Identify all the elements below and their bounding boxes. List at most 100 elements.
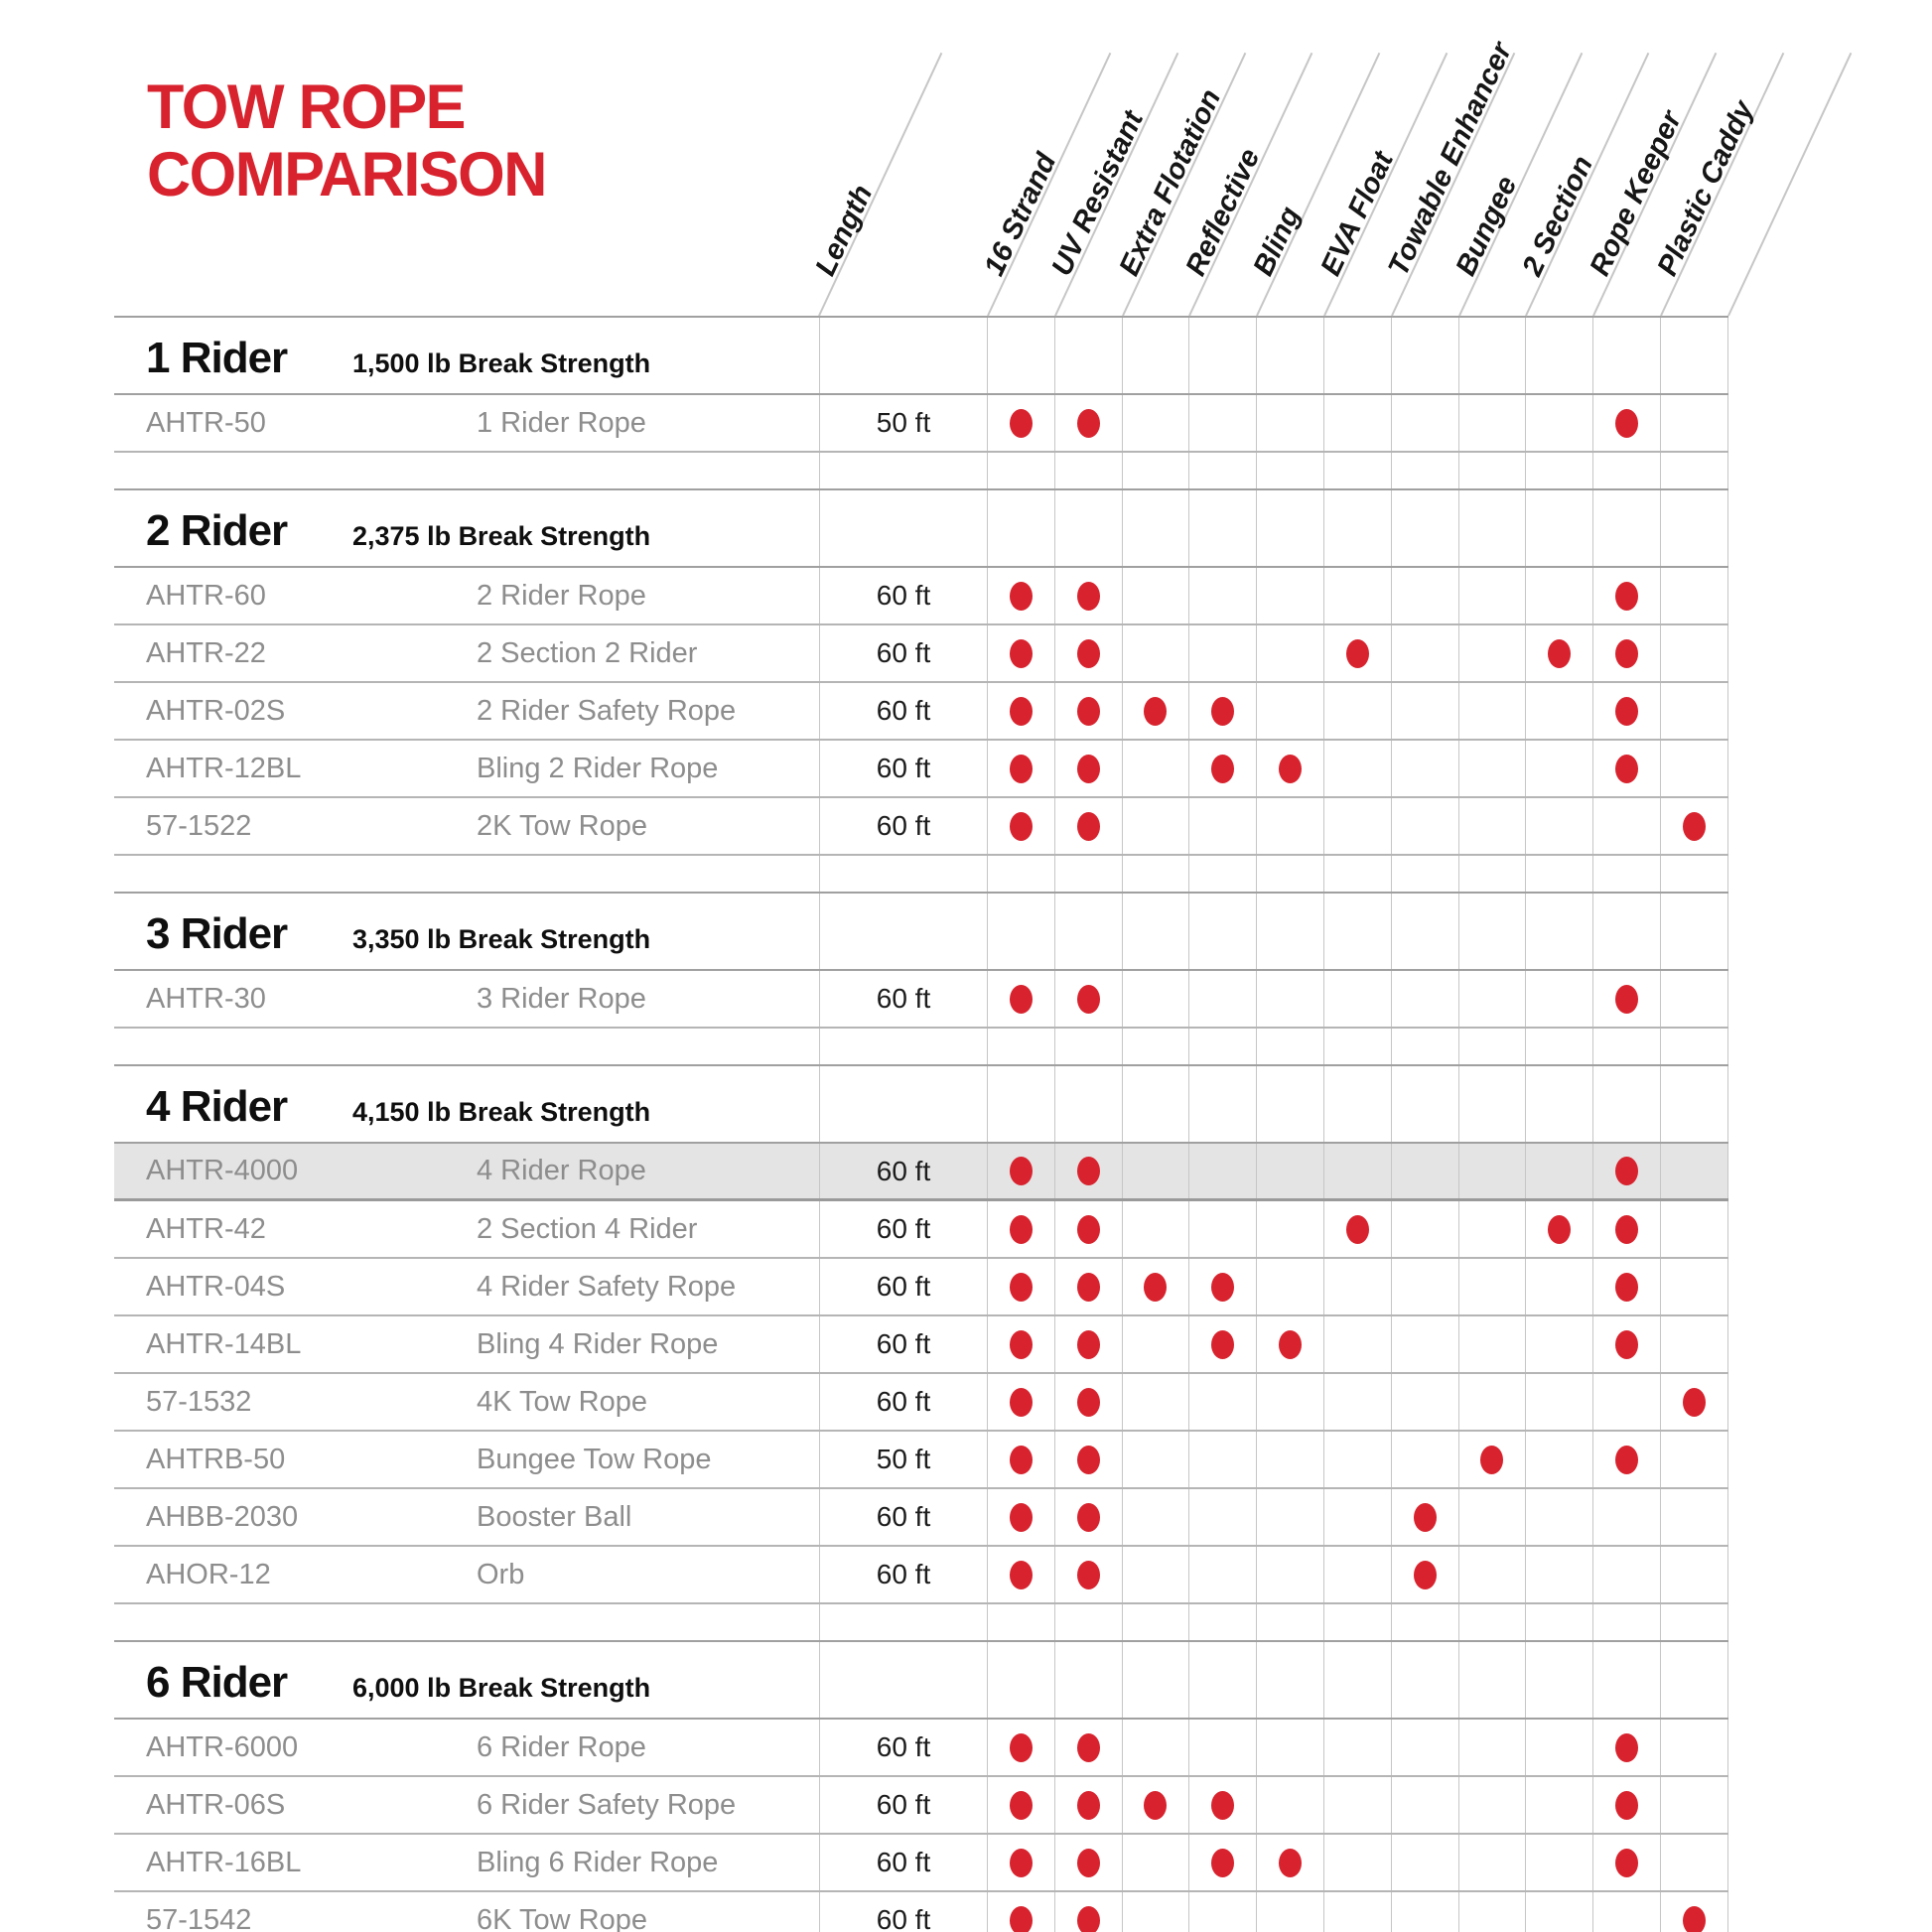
- feature-cell-plastic-caddy: [1661, 1489, 1728, 1545]
- section-spacer-row: [114, 453, 1728, 488]
- feature-cell-rope-keeper: [1593, 1316, 1661, 1372]
- feature-dot: [1615, 408, 1639, 438]
- section-header-row-4-rider: 4 Rider 4,150 lb Break Strength: [114, 1064, 1728, 1144]
- feature-cell-bling: [1257, 1489, 1324, 1545]
- product-code-cell: AHBB-2030: [114, 1489, 472, 1545]
- feature-cell-towable-enhancer: [1392, 625, 1459, 681]
- feature-cell-eva-float: [1324, 1720, 1392, 1775]
- feature-cell-extra-flotation: [1123, 741, 1190, 796]
- feature-cell-bling: [1257, 1374, 1324, 1430]
- feature-cell-16-strand: [988, 1066, 1055, 1142]
- feature-cell-2-section: [1526, 1892, 1594, 1932]
- table-row-ahtr-12bl: AHTR-12BL Bling 2 Rider Rope 60 ft: [114, 741, 1728, 798]
- product-name-cell: Bling 2 Rider Rope: [472, 741, 819, 796]
- feature-cell-eva-float: [1324, 1259, 1392, 1314]
- feature-cell-2-section: [1526, 1029, 1594, 1064]
- feature-cell-uv-resistant: [1055, 741, 1123, 796]
- product-name: 6 Rider Rope: [477, 1730, 646, 1763]
- feature-cell-extra-flotation: [1123, 1259, 1190, 1314]
- product-name-cell: Bling 4 Rider Rope: [472, 1316, 819, 1372]
- feature-cell-bungee: [1459, 1777, 1527, 1833]
- length-value: 60 ft: [876, 810, 931, 841]
- product-code: AHTRB-50: [146, 1443, 286, 1475]
- feature-cell-plastic-caddy: [1661, 318, 1728, 393]
- spacer-code-cell: [114, 453, 472, 488]
- feature-dot: [1009, 1387, 1033, 1417]
- feature-cell-towable-enhancer: [1392, 856, 1459, 892]
- spacer-name-cell: [472, 856, 819, 892]
- feature-dot: [1076, 1214, 1100, 1244]
- feature-cell-towable-enhancer: [1392, 1547, 1459, 1602]
- feature-cell-bungee: [1459, 1720, 1527, 1775]
- feature-cell-rope-keeper: [1593, 318, 1661, 393]
- feature-cell-reflective: [1189, 1432, 1258, 1487]
- length-cell: 60 ft: [819, 1259, 988, 1314]
- feature-cell-extra-flotation: [1123, 625, 1190, 681]
- feature-cell-2-section: [1526, 798, 1594, 854]
- feature-cell-eva-float: [1324, 490, 1392, 566]
- feature-cell-2-section: [1526, 856, 1594, 892]
- feature-cell-2-section: [1526, 1777, 1594, 1833]
- feature-dot: [1615, 1445, 1639, 1474]
- feature-cell-2-section: [1526, 683, 1594, 739]
- product-name-cell: 2 Section 4 Rider: [472, 1201, 819, 1257]
- length-value: 60 ft: [876, 1559, 931, 1589]
- feature-cell-towable-enhancer: [1392, 1489, 1459, 1545]
- product-name: 6K Tow Rope: [477, 1903, 647, 1932]
- product-name-cell: 6 Rider Safety Rope: [472, 1777, 819, 1833]
- section-header-row-3-rider: 3 Rider 3,350 lb Break Strength: [114, 892, 1728, 971]
- product-code-cell: AHTR-14BL: [114, 1316, 472, 1372]
- product-code: AHTR-22: [146, 636, 266, 669]
- length-cell: 60 ft: [819, 1720, 988, 1775]
- length-value: 60 ft: [876, 1386, 931, 1417]
- table-body: 1 Rider 1,500 lb Break Strength AHTR-50 1 R…: [114, 316, 1728, 1932]
- feature-cell-bling: [1257, 1720, 1324, 1775]
- feature-cell-rope-keeper: [1593, 1259, 1661, 1314]
- product-code: 57-1542: [146, 1903, 252, 1932]
- feature-cell-2-section: [1526, 1144, 1594, 1198]
- feature-cell-2-section: [1526, 1259, 1594, 1314]
- feature-cell-bungee: [1459, 1374, 1527, 1430]
- feature-cell-towable-enhancer: [1392, 1835, 1459, 1890]
- length-value: 60 ft: [876, 753, 931, 783]
- feature-dot: [1076, 1905, 1100, 1932]
- feature-cell-extra-flotation: [1123, 568, 1190, 623]
- product-code-cell: AHTR-04S: [114, 1259, 472, 1314]
- feature-cell-uv-resistant: [1055, 1432, 1123, 1487]
- feature-cell-uv-resistant: [1055, 1892, 1123, 1932]
- spacer-code-cell: [114, 1604, 472, 1640]
- feature-cell-bungee: [1459, 798, 1527, 854]
- feature-cell-rope-keeper: [1593, 1604, 1661, 1640]
- feature-dot: [1345, 638, 1369, 668]
- feature-cell-bungee: [1459, 453, 1527, 488]
- feature-cell-eva-float: [1324, 798, 1392, 854]
- length-value: 60 ft: [876, 983, 931, 1014]
- feature-cell-2-section: [1526, 568, 1594, 623]
- feature-cell-plastic-caddy: [1661, 1201, 1728, 1257]
- feature-cell-uv-resistant: [1055, 1029, 1123, 1064]
- feature-dot: [1615, 1272, 1639, 1302]
- section-title: 3 Rider: [146, 909, 288, 958]
- feature-cell-uv-resistant: [1055, 1259, 1123, 1314]
- feature-dot: [1076, 638, 1100, 668]
- feature-dot: [1615, 1214, 1639, 1244]
- feature-cell-rope-keeper: [1593, 453, 1661, 488]
- feature-cell-16-strand: [988, 1144, 1055, 1198]
- feature-cell-eva-float: [1324, 1547, 1392, 1602]
- feature-cell-plastic-caddy: [1661, 1642, 1728, 1718]
- feature-cell-bungee: [1459, 894, 1527, 969]
- feature-cell-eva-float: [1324, 1489, 1392, 1545]
- feature-cell-bungee: [1459, 1642, 1527, 1718]
- feature-cell-reflective: [1189, 1374, 1258, 1430]
- feature-cell-eva-float: [1324, 1892, 1392, 1932]
- feature-cell-eva-float: [1324, 1835, 1392, 1890]
- feature-dot: [1009, 696, 1033, 726]
- feature-cell-reflective: [1189, 318, 1258, 393]
- product-code-cell: AHTR-22: [114, 625, 472, 681]
- length-cell: 60 ft: [819, 1144, 988, 1198]
- feature-cell-rope-keeper: [1593, 1892, 1661, 1932]
- product-code-cell: AHTR-42: [114, 1201, 472, 1257]
- feature-cell-extra-flotation: [1123, 1720, 1190, 1775]
- table-row-57-1532: 57-1532 4K Tow Rope 60 ft: [114, 1374, 1728, 1432]
- product-name: 2 Rider Safety Rope: [477, 694, 737, 727]
